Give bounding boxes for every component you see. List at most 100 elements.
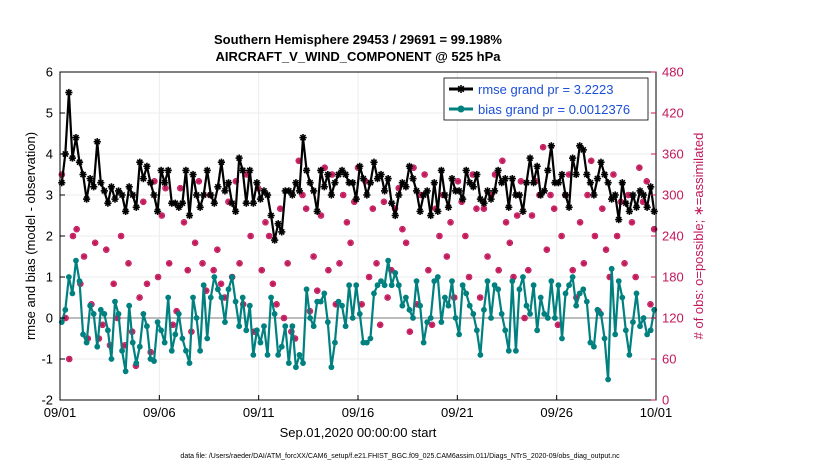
obs-point <box>317 212 325 219</box>
obs-point <box>476 294 484 301</box>
rmse-point <box>185 211 194 220</box>
bias-point <box>271 311 278 317</box>
bias-point <box>193 315 200 321</box>
obs-point <box>521 314 528 322</box>
obs-point <box>513 212 521 219</box>
rmse-point <box>93 138 101 146</box>
bias-point <box>335 298 342 305</box>
bias-point <box>580 286 587 293</box>
obs-point-star <box>181 220 187 225</box>
bias-point <box>129 339 136 346</box>
obs-point-star <box>278 206 283 211</box>
obs-point-star <box>526 267 531 273</box>
obs-point-star <box>274 302 279 307</box>
rmse-point <box>306 179 314 187</box>
obs-point-star <box>507 240 512 246</box>
bias-point <box>175 311 182 317</box>
obs-point-star <box>70 233 76 239</box>
rmse-point <box>317 166 325 174</box>
footnote: data file: /Users/raeder/DAI/ATM_forcXX/… <box>180 453 620 460</box>
bias-point <box>559 335 565 342</box>
rmse-point <box>579 146 587 154</box>
bias-point <box>622 327 629 334</box>
bias-point <box>505 347 512 354</box>
obs-point-star <box>144 281 150 287</box>
rmse-point <box>427 211 435 220</box>
rmse-point <box>540 187 548 195</box>
obs-point <box>499 157 506 165</box>
bias-point <box>509 278 516 284</box>
bias-point <box>633 290 640 297</box>
obs-point-star <box>370 206 376 211</box>
bias-point <box>413 278 420 284</box>
obs-point <box>473 205 480 212</box>
obs-point <box>580 260 588 267</box>
obs-point-star <box>340 192 346 198</box>
rmse-point <box>409 175 417 183</box>
obs-point <box>210 266 217 274</box>
bias-point <box>243 327 250 334</box>
rmse-point <box>593 175 602 183</box>
obs-point <box>484 253 491 260</box>
x-tick-label: 09/21 <box>441 405 474 420</box>
rmse-point <box>232 207 240 215</box>
rmse-point <box>136 158 144 166</box>
obs-point <box>302 205 310 212</box>
rmse-point <box>150 191 158 199</box>
obs-point-star <box>548 192 553 198</box>
bias-point <box>438 319 445 325</box>
rmse-point <box>388 199 396 207</box>
obs-point <box>399 225 406 233</box>
bias-point <box>644 331 651 338</box>
obs-point-star <box>366 274 372 280</box>
obs-point-star <box>518 179 524 184</box>
obs-point-star <box>92 240 98 246</box>
rmse-point <box>505 203 513 211</box>
bias-point <box>551 315 558 321</box>
rmse-point <box>320 183 328 191</box>
obs-point <box>517 178 525 185</box>
bias-point <box>126 302 133 309</box>
obs-point <box>136 294 143 301</box>
rmse-point <box>544 166 552 174</box>
obs-point <box>428 321 436 329</box>
obs-point-star <box>592 233 598 239</box>
rmse-point <box>501 175 509 183</box>
obs-point-star <box>281 315 287 321</box>
bias-point <box>378 278 384 284</box>
obs-point-star <box>514 213 520 218</box>
bias-point <box>239 294 246 301</box>
obs-point-star <box>285 261 290 266</box>
bias-point <box>615 278 622 284</box>
rmse-point <box>58 179 66 187</box>
obs-point <box>154 273 162 281</box>
rmse-point <box>352 195 360 203</box>
obs-point-star <box>118 233 124 239</box>
rmse-point <box>366 179 375 187</box>
rmse-point <box>554 179 563 187</box>
rmse-point <box>65 88 73 97</box>
bias-point <box>516 286 523 293</box>
obs-point <box>214 246 221 253</box>
rmse-point <box>526 154 534 162</box>
obs-point <box>550 205 558 212</box>
obs-point-star <box>170 322 176 328</box>
rmse-point <box>583 170 591 179</box>
bias-point <box>332 339 338 346</box>
rmse-point <box>118 191 126 199</box>
bias-point <box>491 282 498 289</box>
bias-point <box>165 294 172 301</box>
bias-point <box>87 302 94 309</box>
obs-point-star <box>303 206 309 211</box>
rmse-point <box>569 154 577 162</box>
bias-point <box>395 282 402 289</box>
bias-point <box>108 356 115 362</box>
obs-point <box>73 225 80 233</box>
obs-point-star <box>455 179 461 184</box>
bias-point <box>253 327 260 334</box>
bias-point <box>307 315 314 321</box>
obs-point-star <box>474 206 479 211</box>
obs-point-star <box>104 247 109 252</box>
obs-point <box>454 178 462 185</box>
obs-point-star <box>296 158 301 164</box>
